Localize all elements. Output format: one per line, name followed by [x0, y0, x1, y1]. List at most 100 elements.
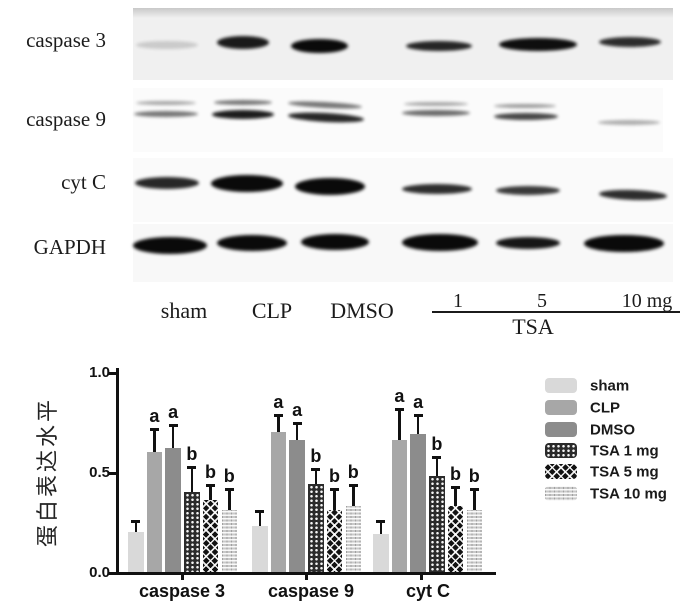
blot-band: [135, 177, 199, 189]
bar-dmso-2: [410, 434, 426, 572]
blot-band: [404, 102, 468, 106]
error-bar-cap: [131, 520, 141, 523]
legend-label-sham: sham: [590, 377, 630, 395]
x-tick-caspase3: [181, 573, 184, 580]
sig-letter: b: [310, 446, 322, 466]
error-bar-cap: [469, 488, 479, 491]
error-bar: [190, 466, 194, 492]
bar-clp-2: [391, 440, 408, 572]
y-tick-0.5: [108, 472, 117, 475]
blot-band: [291, 39, 348, 53]
error-bar: [209, 484, 212, 500]
tsa-group-label: TSA: [512, 314, 554, 339]
error-bar-cap: [273, 414, 283, 417]
blot-band: [134, 111, 198, 117]
bar-tsa-5-mg-1: [326, 510, 343, 572]
blot-row-label-cytc: cyt C: [61, 170, 106, 194]
blot-row-label-gapdh: GAPDH: [33, 235, 106, 259]
sig-letter: b: [431, 434, 443, 454]
error-bar-cap: [292, 422, 302, 425]
legend-label-tsa5mg: TSA 5 mg: [590, 463, 659, 481]
legend-swatch-dmso: [545, 422, 577, 437]
error-bar: [228, 488, 231, 510]
error-bar: [379, 520, 382, 534]
blot-strip-caspase-9: [133, 88, 663, 152]
sig-letter: a: [292, 400, 303, 420]
sig-letter: b: [347, 462, 359, 482]
legend-label-tsa1mg: TSA 1 mg: [590, 442, 659, 460]
category-label-cytc: cyt C: [405, 581, 451, 601]
lane-label-sham: sham: [160, 298, 208, 323]
legend-swatch-tsa5mg: [545, 464, 577, 479]
tsa-dose-5: 5: [537, 290, 547, 312]
blot-band: [494, 104, 556, 108]
bar-tsa-10-mg-1: [345, 506, 361, 572]
error-bar: [153, 428, 156, 452]
blot-band: [584, 235, 664, 252]
error-bar: [314, 468, 318, 484]
blot-band: [494, 113, 558, 120]
bar-tsa-1-mg-1: [308, 484, 324, 572]
blot-row-label-caspase9: caspase 9: [26, 107, 106, 131]
bar-tsa-10-mg-2: [466, 510, 482, 572]
error-bar-cap: [394, 408, 404, 411]
error-bar: [333, 488, 336, 510]
error-bar: [134, 520, 137, 532]
bar-clp-0: [146, 452, 163, 572]
legend-swatch-tsa10mg: [545, 486, 577, 501]
error-bar-cap: [376, 520, 386, 523]
error-bar: [473, 488, 476, 510]
bar-tsa-1-mg-2: [429, 476, 445, 572]
bar-dmso-0: [165, 448, 181, 572]
blot-row-label-caspase3: caspase 3: [26, 28, 106, 52]
blot-band: [136, 101, 196, 105]
error-bar-cap: [255, 510, 265, 513]
sig-letter: a: [394, 386, 405, 406]
legend-label-dmso: DMSO: [590, 421, 635, 439]
blot-strip-cyt-c: [133, 158, 673, 222]
bar-sham-2: [373, 534, 389, 572]
blot-band: [402, 110, 470, 116]
error-bar: [416, 414, 420, 434]
category-label-caspase3: caspase 3: [138, 581, 226, 601]
blot-band: [496, 237, 560, 249]
error-bar-cap: [311, 468, 321, 471]
legend-label-tsa10mg: TSA 10 mg: [590, 485, 667, 503]
lane-label-clp: CLP: [251, 298, 293, 323]
y-tick-label-middle: 0.5: [89, 464, 110, 481]
error-bar: [352, 484, 355, 506]
sig-letter: b: [205, 462, 217, 482]
error-bar-cap: [206, 484, 216, 487]
legend-label-clp: CLP: [590, 399, 620, 417]
blot-band: [599, 37, 661, 47]
tsa-underline: [432, 311, 680, 313]
y-tick-1.0: [108, 372, 117, 375]
tsa-dose-1: 1: [453, 290, 463, 312]
bar-tsa-5-mg-0: [202, 500, 219, 572]
blot-band: [598, 120, 660, 125]
lane-label-dmso: DMSO: [330, 298, 394, 323]
legend-swatch-sham: [545, 378, 577, 393]
error-bar: [277, 414, 280, 432]
sig-letter: a: [413, 392, 424, 412]
error-bar: [171, 424, 175, 448]
y-tick-label-bottom: 0.0: [89, 564, 110, 581]
blot-band: [212, 110, 274, 119]
error-bar-cap: [432, 456, 442, 459]
category-label-caspase9: caspase 9: [267, 581, 355, 601]
blot-band: [406, 41, 472, 51]
error-bar-cap: [168, 424, 178, 427]
blot-strip-caspase-3: [133, 8, 673, 80]
error-bar: [454, 486, 457, 506]
blot-band: [301, 234, 369, 250]
error-bar: [258, 510, 261, 526]
bar-tsa-10-mg-0: [221, 510, 237, 572]
bar-tsa-5-mg-2: [447, 506, 464, 572]
error-bar-cap: [451, 486, 461, 489]
error-bar-cap: [187, 466, 197, 469]
blot-band: [133, 237, 207, 254]
error-bar-cap: [413, 414, 423, 417]
